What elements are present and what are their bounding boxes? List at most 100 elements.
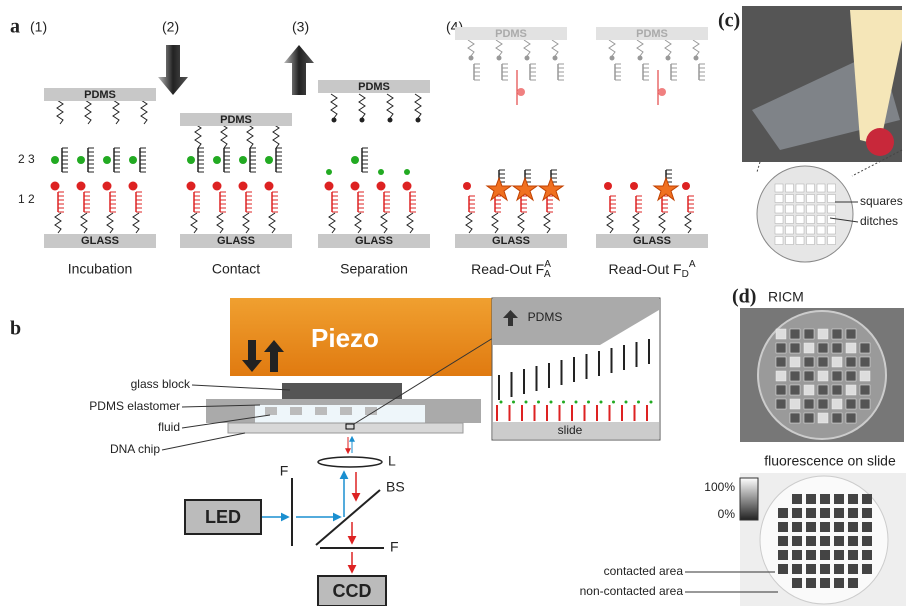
annotation: squares	[860, 194, 903, 208]
box-label: CCD	[333, 581, 372, 601]
square	[807, 184, 815, 192]
colorbar-label: 100%	[704, 480, 735, 494]
dye	[500, 401, 503, 404]
lens	[318, 457, 382, 467]
linker	[217, 213, 223, 233]
square	[792, 564, 802, 574]
linker	[247, 124, 253, 148]
ricm-grid	[776, 329, 870, 423]
square	[846, 329, 856, 339]
dye	[403, 182, 412, 191]
caption: Contact	[212, 261, 260, 277]
square	[790, 413, 800, 423]
figure: a (1) (2) (3) (4) 2 3 1 2 PDMS PDMS PDMS…	[0, 0, 912, 606]
dye	[51, 182, 60, 191]
square	[860, 371, 870, 381]
linker	[359, 94, 365, 118]
square	[778, 508, 788, 518]
linker	[355, 213, 361, 233]
square	[817, 216, 825, 224]
dye	[325, 182, 334, 191]
square	[804, 385, 814, 395]
square	[807, 205, 815, 213]
dye	[351, 156, 359, 164]
square	[792, 536, 802, 546]
square	[792, 522, 802, 532]
glass-block	[282, 383, 402, 399]
annotation: non-contacted area	[580, 584, 684, 598]
square	[848, 494, 858, 504]
dye	[637, 401, 640, 404]
linker	[685, 213, 691, 233]
square	[832, 413, 842, 423]
square	[807, 237, 815, 245]
dye	[525, 401, 528, 404]
box-label: LED	[205, 507, 241, 527]
optic-label: F	[280, 463, 289, 479]
square	[778, 550, 788, 560]
strand-label: 1 2	[18, 192, 35, 206]
square	[860, 357, 870, 367]
square	[848, 550, 858, 560]
linker	[269, 213, 275, 233]
linker	[607, 213, 613, 233]
square	[778, 522, 788, 532]
pdms-label: PDMS	[358, 81, 390, 93]
square	[820, 578, 830, 588]
fluorophore	[487, 178, 511, 200]
dye	[650, 401, 653, 404]
dye	[377, 182, 386, 191]
leader	[192, 385, 290, 390]
linker	[466, 213, 472, 233]
square	[776, 343, 786, 353]
linker	[492, 213, 498, 233]
square	[832, 343, 842, 353]
dye	[213, 182, 222, 191]
pdms-label: PDMS	[636, 28, 668, 40]
anchor	[610, 56, 615, 61]
square	[792, 508, 802, 518]
square	[834, 564, 844, 574]
square	[828, 195, 836, 203]
dye	[512, 401, 515, 404]
dye	[537, 401, 540, 404]
strand-label: 2 3	[18, 152, 35, 166]
square	[806, 508, 816, 518]
dye	[265, 182, 274, 191]
panel-label: b	[10, 318, 21, 340]
optic-label: L	[388, 453, 396, 469]
dye	[103, 156, 111, 164]
dye	[77, 156, 85, 164]
square	[818, 385, 828, 395]
dye	[129, 182, 138, 191]
linker	[468, 40, 474, 56]
square	[804, 413, 814, 423]
square	[846, 343, 856, 353]
dye	[562, 401, 565, 404]
square	[818, 399, 828, 409]
square	[790, 329, 800, 339]
square	[776, 399, 786, 409]
annotation: fluid	[158, 420, 180, 434]
pdms-label: PDMS	[495, 28, 527, 40]
anchor	[388, 118, 393, 123]
square	[807, 226, 815, 234]
square	[786, 195, 794, 203]
image-title: RICM	[768, 289, 804, 305]
glass-label: GLASS	[633, 235, 671, 247]
square	[806, 578, 816, 588]
square	[807, 216, 815, 224]
colorbar	[740, 478, 758, 520]
square	[796, 237, 804, 245]
square	[776, 385, 786, 395]
dye	[517, 88, 525, 96]
square	[862, 522, 872, 532]
square	[860, 399, 870, 409]
square	[776, 357, 786, 367]
square	[786, 205, 794, 213]
anchor	[416, 118, 421, 123]
linker	[85, 100, 91, 124]
square	[862, 508, 872, 518]
linker	[331, 94, 337, 118]
linker	[552, 40, 558, 56]
